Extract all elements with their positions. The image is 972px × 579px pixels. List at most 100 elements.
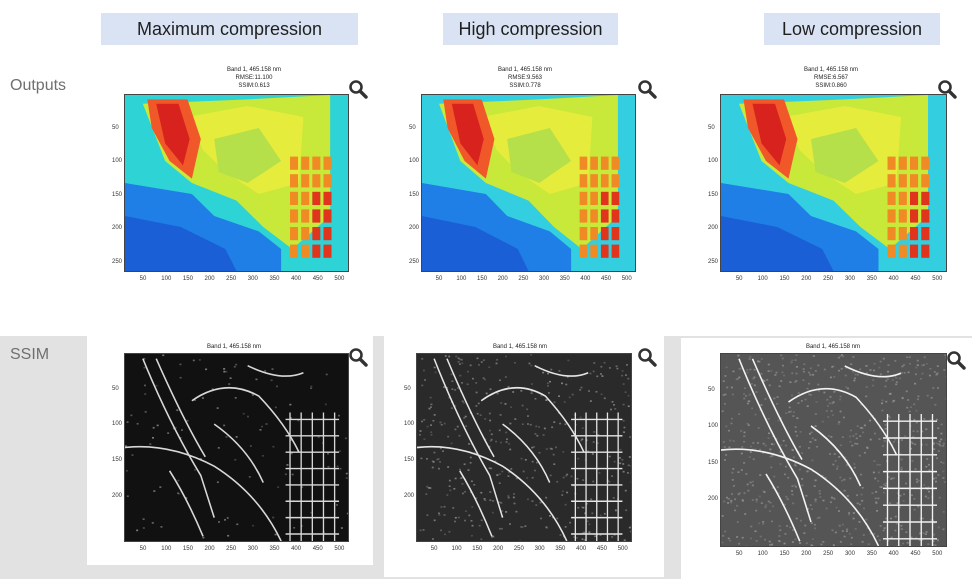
x-tick-label: 350: [559, 276, 570, 282]
y-tick-label: 150: [112, 191, 123, 198]
x-tick-label: 450: [910, 276, 921, 282]
x-tick-label: 100: [757, 551, 768, 557]
band-title: Band 1, 465.158 nm: [805, 344, 861, 350]
rmse-value: RMSE:11.100: [235, 75, 273, 81]
y-tick-label: 200: [708, 496, 719, 503]
header-maximum-compression: Maximum compression: [101, 13, 358, 45]
y-tick-label: 150: [404, 456, 415, 463]
row-label-ssim: SSIM: [10, 346, 50, 363]
band-title: Band 1, 465.158 nm: [226, 67, 282, 73]
magnifier-icon[interactable]: [637, 347, 657, 367]
band-title: Band 1, 465.158 nm: [206, 344, 262, 350]
x-tick-label: 150: [477, 276, 488, 282]
y-tick-label: 200: [112, 225, 123, 232]
band-title: Band 1, 465.158 nm: [492, 344, 548, 350]
x-tick-label: 500: [334, 276, 345, 282]
x-tick-label: 100: [161, 546, 172, 552]
x-tick-label: 100: [456, 276, 467, 282]
x-tick-label: 250: [226, 276, 237, 282]
x-tick-label: 350: [269, 276, 280, 282]
y-tick-label: 250: [112, 258, 123, 265]
ssim-value: SSIM:0.613: [238, 83, 270, 89]
x-tick-label: 150: [182, 546, 193, 552]
x-tick-label: 50: [430, 546, 438, 552]
x-tick-label: 150: [779, 551, 790, 557]
y-tick-label: 250: [409, 258, 420, 265]
x-tick-label: 300: [539, 276, 550, 282]
x-tick-label: 500: [334, 546, 345, 552]
x-tick-label: 200: [801, 551, 812, 557]
y-tick-label: 50: [409, 124, 416, 131]
y-tick-label: 50: [404, 385, 411, 392]
x-tick-label: 450: [910, 551, 921, 557]
x-tick-label: 50: [435, 276, 443, 282]
y-tick-label: 50: [708, 386, 715, 393]
y-tick-label: 100: [112, 421, 123, 428]
x-tick-label: 350: [555, 546, 566, 552]
output-caption-high: Band 1, 465.158 nm RMSE:9.563 SSIM:0.778: [475, 66, 575, 90]
x-tick-label: 450: [596, 546, 607, 552]
rmse-value: RMSE:9.563: [507, 75, 543, 81]
ssim-value: SSIM:0.860: [815, 83, 847, 89]
y-tick-label: 150: [708, 459, 719, 466]
x-tick-label: 100: [451, 546, 462, 552]
x-tick-label: 200: [204, 276, 215, 282]
y-tick-label: 100: [708, 423, 719, 430]
magnifier-icon[interactable]: [348, 79, 368, 99]
x-tick-label: 400: [291, 546, 302, 552]
magnifier-icon[interactable]: [937, 79, 957, 99]
x-tick-label: 400: [888, 551, 899, 557]
header-low-compression: Low compression: [764, 13, 940, 45]
y-tick-label: 150: [409, 191, 420, 198]
x-tick-label: 450: [312, 546, 323, 552]
x-tick-label: 200: [493, 546, 504, 552]
rmse-value: RMSE:6.567: [813, 75, 849, 81]
x-tick-label: 350: [269, 546, 280, 552]
band-title: Band 1, 465.158 nm: [803, 67, 859, 73]
y-tick-label: 50: [112, 385, 119, 392]
x-tick-label: 350: [866, 276, 877, 282]
x-tick-label: 250: [823, 276, 834, 282]
x-tick-label: 150: [182, 276, 193, 282]
x-tick-label: 150: [472, 546, 483, 552]
x-tick-label: 150: [779, 276, 790, 282]
ssim-caption-high: Band 1, 465.158 nm: [470, 343, 570, 351]
header-high-compression: High compression: [443, 13, 618, 45]
magnifier-icon[interactable]: [946, 350, 966, 370]
y-tick-label: 100: [404, 421, 415, 428]
ssim-map-high: [416, 353, 632, 542]
x-tick-label: 50: [139, 546, 147, 552]
x-tick-label: 300: [844, 551, 855, 557]
y-tick-label: 100: [409, 158, 420, 165]
y-tick-label: 100: [708, 158, 719, 165]
x-tick-label: 250: [226, 546, 237, 552]
output-image-low: [720, 94, 947, 272]
y-tick-label: 50: [708, 124, 715, 131]
y-tick-label: 200: [404, 492, 415, 499]
y-tick-label: 50: [112, 124, 119, 131]
x-tick-label: 400: [291, 276, 302, 282]
ssim-value: SSIM:0.778: [509, 83, 541, 89]
magnifier-icon[interactable]: [348, 347, 368, 367]
x-tick-label: 500: [617, 546, 628, 552]
x-tick-label: 100: [757, 276, 768, 282]
y-tick-label: 150: [112, 456, 123, 463]
y-tick-label: 100: [112, 158, 123, 165]
x-tick-label: 450: [601, 276, 612, 282]
x-tick-label: 300: [247, 546, 258, 552]
ssim-caption-low: Band 1, 465.158 nm: [783, 343, 883, 351]
magnifier-icon[interactable]: [637, 79, 657, 99]
output-caption-maximum: Band 1, 465.158 nm RMSE:11.100 SSIM:0.61…: [204, 66, 304, 90]
x-tick-label: 500: [932, 551, 943, 557]
band-title: Band 1, 465.158 nm: [497, 67, 553, 73]
row-label-outputs: Outputs: [10, 77, 67, 94]
x-tick-label: 300: [844, 276, 855, 282]
x-tick-label: 400: [888, 276, 899, 282]
x-tick-label: 250: [518, 276, 529, 282]
x-tick-label: 50: [735, 276, 743, 282]
output-caption-low: Band 1, 465.158 nm RMSE:6.567 SSIM:0.860: [781, 66, 881, 90]
x-tick-label: 400: [576, 546, 587, 552]
x-tick-label: 300: [534, 546, 545, 552]
x-tick-label: 350: [866, 551, 877, 557]
y-tick-label: 200: [112, 492, 123, 499]
